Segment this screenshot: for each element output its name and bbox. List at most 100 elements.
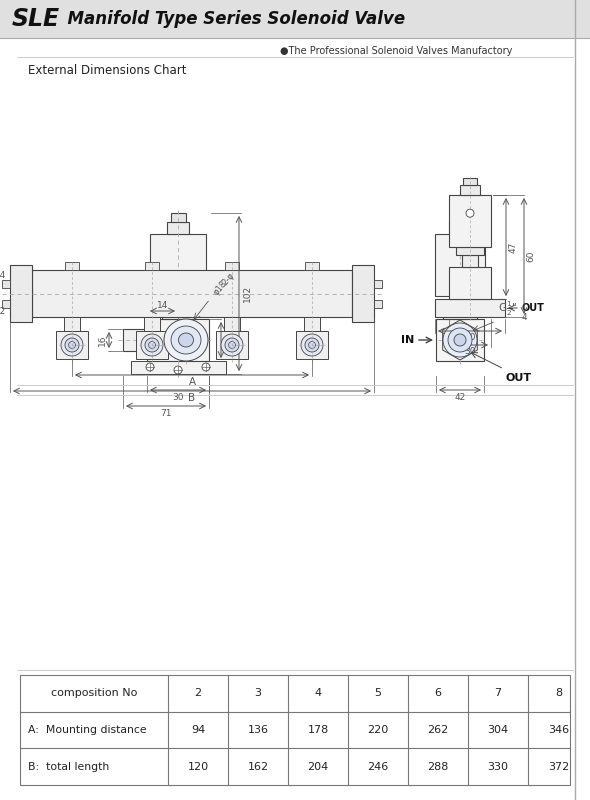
Bar xyxy=(460,185,480,195)
Circle shape xyxy=(454,334,466,346)
Bar xyxy=(2,300,10,308)
Bar xyxy=(374,300,382,308)
Bar xyxy=(123,329,147,351)
Text: 262: 262 xyxy=(427,725,448,735)
Text: 30: 30 xyxy=(464,333,476,342)
Circle shape xyxy=(65,338,79,352)
Text: 346: 346 xyxy=(549,725,569,735)
Bar xyxy=(64,317,80,331)
Ellipse shape xyxy=(171,326,201,354)
Text: 120: 120 xyxy=(188,762,208,772)
Text: 4: 4 xyxy=(314,688,322,698)
Circle shape xyxy=(448,328,472,352)
Bar xyxy=(452,213,468,222)
Circle shape xyxy=(305,338,319,352)
Bar xyxy=(145,262,159,270)
Bar xyxy=(131,361,226,374)
Bar xyxy=(10,265,32,322)
Text: 2: 2 xyxy=(195,688,202,698)
Text: 71: 71 xyxy=(160,409,172,418)
Text: φ18: φ18 xyxy=(212,279,230,297)
Bar xyxy=(144,317,160,331)
Text: 30: 30 xyxy=(172,393,183,402)
Bar xyxy=(436,319,484,361)
Text: 94: 94 xyxy=(191,725,205,735)
Text: OUT: OUT xyxy=(506,373,532,383)
Text: 4: 4 xyxy=(522,313,527,322)
Bar xyxy=(56,331,88,359)
Text: 8: 8 xyxy=(555,688,562,698)
Ellipse shape xyxy=(164,319,208,361)
Text: IN: IN xyxy=(401,335,414,345)
Circle shape xyxy=(228,342,235,349)
Text: 5: 5 xyxy=(375,688,382,698)
Circle shape xyxy=(146,363,154,371)
Text: B:  total length: B: total length xyxy=(28,762,109,772)
Text: SLE: SLE xyxy=(12,7,60,31)
Circle shape xyxy=(68,342,76,349)
Bar xyxy=(435,234,485,296)
Bar xyxy=(451,296,469,310)
Bar xyxy=(463,178,477,185)
Text: 136: 136 xyxy=(247,725,268,735)
Text: G$\mathregular{\frac{1}{2}}$": G$\mathregular{\frac{1}{2}}$" xyxy=(498,299,517,318)
Bar xyxy=(225,262,239,270)
Circle shape xyxy=(301,334,323,356)
Text: 372: 372 xyxy=(548,762,569,772)
Bar xyxy=(167,222,189,234)
Text: 330: 330 xyxy=(487,762,509,772)
Text: 3: 3 xyxy=(254,688,261,698)
Text: ●The Professional Solenoid Valves Manufactory: ●The Professional Solenoid Valves Manufa… xyxy=(280,46,512,56)
Bar xyxy=(2,280,10,288)
Text: 304: 304 xyxy=(487,725,509,735)
Bar xyxy=(462,255,478,267)
Bar xyxy=(449,222,471,234)
Bar xyxy=(65,262,79,270)
Text: 2-φ: 2-φ xyxy=(220,270,236,287)
Bar xyxy=(150,234,206,296)
Circle shape xyxy=(141,334,163,356)
Text: 162: 162 xyxy=(247,762,268,772)
Text: 288: 288 xyxy=(427,762,448,772)
Bar xyxy=(296,331,328,359)
Text: 7: 7 xyxy=(494,688,501,698)
Polygon shape xyxy=(442,320,477,360)
Bar xyxy=(449,267,491,299)
Bar xyxy=(304,317,320,331)
Text: 2-φ64: 2-φ64 xyxy=(0,271,6,280)
Bar xyxy=(456,247,484,255)
Text: 6: 6 xyxy=(434,688,441,698)
Text: 204: 204 xyxy=(307,762,329,772)
Bar xyxy=(352,265,374,322)
Text: 220: 220 xyxy=(368,725,389,735)
Circle shape xyxy=(221,334,243,356)
Text: 246: 246 xyxy=(368,762,389,772)
Bar xyxy=(20,675,570,785)
Text: 2-1/2: 2-1/2 xyxy=(0,306,6,315)
Bar xyxy=(147,319,209,361)
Bar xyxy=(224,317,240,331)
Bar xyxy=(0,0,590,38)
Circle shape xyxy=(145,338,159,352)
Circle shape xyxy=(309,342,316,349)
Bar xyxy=(374,280,382,288)
Bar xyxy=(171,213,186,222)
Text: External Dimensions Chart: External Dimensions Chart xyxy=(28,65,186,78)
Bar xyxy=(162,310,194,319)
Bar xyxy=(449,195,491,247)
Text: 16: 16 xyxy=(97,334,107,346)
Text: composition No: composition No xyxy=(51,688,137,698)
Text: A:  Mounting distance: A: Mounting distance xyxy=(28,725,147,735)
Bar xyxy=(305,262,319,270)
Text: Manifold Type Series Solenoid Valve: Manifold Type Series Solenoid Valve xyxy=(56,10,405,28)
Circle shape xyxy=(225,338,239,352)
Circle shape xyxy=(443,323,477,357)
Circle shape xyxy=(174,366,182,374)
Text: 14: 14 xyxy=(157,301,168,310)
Text: 42: 42 xyxy=(454,393,466,402)
Text: A: A xyxy=(188,377,195,387)
Text: B: B xyxy=(188,393,195,403)
Bar xyxy=(435,299,505,317)
Bar xyxy=(136,331,168,359)
Text: 178: 178 xyxy=(307,725,329,735)
